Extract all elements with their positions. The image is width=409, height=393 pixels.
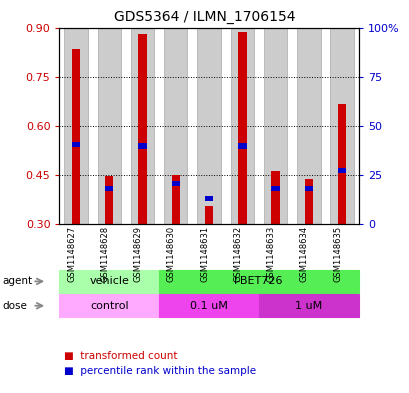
Bar [171, 181, 180, 186]
Text: control: control [90, 301, 128, 311]
Text: GSM1148628: GSM1148628 [100, 226, 109, 282]
Bar [64, 28, 88, 224]
Bar [238, 143, 246, 149]
Text: ■  percentile rank within the sample: ■ percentile rank within the sample [63, 366, 255, 376]
Bar [138, 34, 146, 224]
Text: GSM1148632: GSM1148632 [233, 226, 242, 282]
Bar [238, 33, 246, 224]
Bar [230, 28, 253, 224]
Bar [164, 28, 187, 224]
Bar [271, 171, 279, 224]
Bar [197, 28, 220, 224]
Text: GSM1148634: GSM1148634 [299, 226, 308, 282]
Text: 1 uM: 1 uM [294, 301, 322, 311]
Text: GSM1148629: GSM1148629 [133, 226, 142, 282]
Bar [330, 28, 353, 224]
Bar [204, 206, 213, 224]
Bar [304, 186, 312, 191]
Text: GSM1148635: GSM1148635 [332, 226, 341, 282]
Text: ■  transformed count: ■ transformed count [63, 351, 177, 361]
Bar [138, 143, 146, 149]
Text: GDS5364 / ILMN_1706154: GDS5364 / ILMN_1706154 [114, 10, 295, 24]
Bar [130, 28, 154, 224]
Bar [263, 28, 287, 224]
Text: vehicle: vehicle [89, 276, 129, 286]
Text: GSM1148633: GSM1148633 [266, 226, 275, 282]
Bar [297, 28, 320, 224]
Text: I-BET726: I-BET726 [234, 276, 283, 286]
Bar [72, 142, 80, 147]
Bar [105, 186, 113, 191]
Text: GSM1148630: GSM1148630 [166, 226, 175, 282]
Text: GSM1148631: GSM1148631 [200, 226, 209, 282]
Bar [204, 196, 213, 201]
Bar [304, 179, 312, 224]
Bar [271, 186, 279, 191]
Text: GSM1148627: GSM1148627 [67, 226, 76, 282]
Bar [337, 168, 346, 173]
Bar [97, 28, 121, 224]
Bar [72, 49, 80, 224]
Text: 0.1 uM: 0.1 uM [190, 301, 227, 311]
Bar [171, 175, 180, 224]
Text: agent: agent [2, 276, 32, 286]
Bar [105, 176, 113, 224]
Bar [337, 105, 346, 224]
Text: dose: dose [2, 301, 27, 311]
